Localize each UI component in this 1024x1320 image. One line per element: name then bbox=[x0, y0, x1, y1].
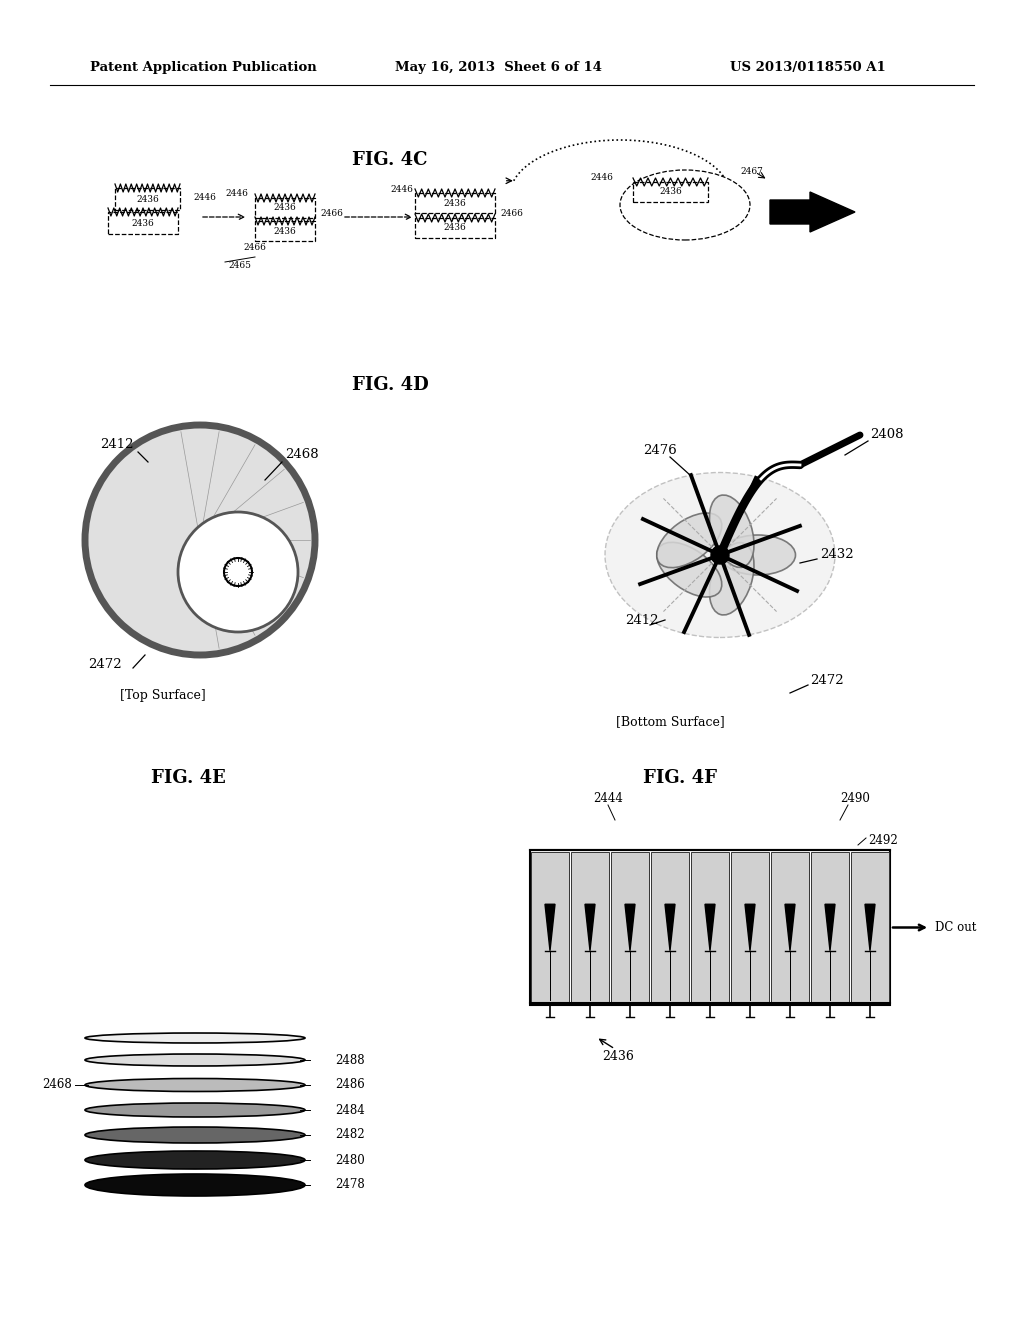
Text: FIG. 4F: FIG. 4F bbox=[643, 770, 717, 787]
Text: 2412: 2412 bbox=[625, 614, 658, 627]
Bar bbox=[731, 851, 769, 1003]
Text: 2484: 2484 bbox=[335, 1104, 365, 1117]
Text: 2436: 2436 bbox=[273, 227, 296, 235]
Text: 2465: 2465 bbox=[228, 260, 252, 269]
Text: [Bottom Surface]: [Bottom Surface] bbox=[615, 715, 724, 729]
Bar bbox=[531, 851, 569, 1003]
Text: 2432: 2432 bbox=[820, 549, 854, 561]
Bar bbox=[771, 851, 809, 1003]
Bar bbox=[651, 851, 689, 1003]
Text: 2446: 2446 bbox=[193, 194, 216, 202]
Text: 2446: 2446 bbox=[225, 190, 248, 198]
Text: 2488: 2488 bbox=[335, 1053, 365, 1067]
Bar bbox=[691, 851, 729, 1003]
Text: 2472: 2472 bbox=[810, 673, 844, 686]
Polygon shape bbox=[665, 904, 675, 950]
Text: May 16, 2013  Sheet 6 of 14: May 16, 2013 Sheet 6 of 14 bbox=[395, 62, 602, 74]
Bar bbox=[851, 851, 889, 1003]
Text: 2492: 2492 bbox=[868, 833, 898, 846]
Text: 2436: 2436 bbox=[443, 223, 466, 232]
Text: 2444: 2444 bbox=[593, 792, 623, 804]
Bar bbox=[571, 851, 609, 1003]
Text: 2467: 2467 bbox=[740, 168, 763, 177]
Text: 2436: 2436 bbox=[659, 187, 682, 197]
Circle shape bbox=[711, 546, 729, 564]
Text: 2408: 2408 bbox=[870, 429, 903, 441]
Ellipse shape bbox=[85, 1104, 305, 1117]
Polygon shape bbox=[865, 904, 874, 950]
Text: 2436: 2436 bbox=[443, 198, 466, 207]
Text: 2436: 2436 bbox=[132, 219, 155, 227]
Text: 2412: 2412 bbox=[100, 438, 133, 451]
Ellipse shape bbox=[85, 1053, 305, 1067]
Circle shape bbox=[85, 425, 315, 655]
Text: 2476: 2476 bbox=[643, 444, 677, 457]
Bar bbox=[255, 220, 315, 242]
Text: FIG. 4D: FIG. 4D bbox=[351, 376, 428, 393]
Bar bbox=[115, 187, 180, 210]
Text: US 2013/0118550 A1: US 2013/0118550 A1 bbox=[730, 62, 886, 74]
Ellipse shape bbox=[85, 1151, 305, 1170]
Ellipse shape bbox=[85, 1127, 305, 1143]
Text: 2482: 2482 bbox=[335, 1129, 365, 1142]
Text: 2466: 2466 bbox=[500, 209, 523, 218]
Ellipse shape bbox=[605, 473, 835, 638]
Text: DC out: DC out bbox=[935, 921, 976, 935]
Polygon shape bbox=[625, 904, 635, 950]
Text: 2468: 2468 bbox=[42, 1078, 72, 1092]
Polygon shape bbox=[770, 191, 855, 232]
Text: 2468: 2468 bbox=[285, 449, 318, 462]
Polygon shape bbox=[705, 904, 715, 950]
Ellipse shape bbox=[85, 1173, 305, 1196]
Text: 2466: 2466 bbox=[319, 210, 343, 219]
Bar bbox=[415, 218, 495, 238]
Ellipse shape bbox=[710, 543, 754, 615]
Polygon shape bbox=[585, 904, 595, 950]
Text: 2480: 2480 bbox=[335, 1154, 365, 1167]
Circle shape bbox=[224, 558, 252, 586]
Bar bbox=[811, 851, 849, 1003]
Text: 2486: 2486 bbox=[335, 1078, 365, 1092]
Bar bbox=[108, 213, 178, 234]
Polygon shape bbox=[785, 904, 795, 950]
Text: 2436: 2436 bbox=[602, 1051, 634, 1064]
Text: FIG. 4C: FIG. 4C bbox=[352, 150, 428, 169]
Text: 2446: 2446 bbox=[590, 173, 613, 182]
Bar bbox=[530, 850, 890, 1005]
Text: FIG. 4E: FIG. 4E bbox=[151, 770, 225, 787]
Polygon shape bbox=[745, 904, 755, 950]
Ellipse shape bbox=[721, 535, 796, 576]
Bar bbox=[611, 851, 649, 1003]
Text: [Top Surface]: [Top Surface] bbox=[120, 689, 206, 701]
Bar bbox=[415, 193, 495, 213]
Text: 2466: 2466 bbox=[244, 243, 266, 252]
Ellipse shape bbox=[85, 1034, 305, 1043]
Text: 2436: 2436 bbox=[136, 194, 159, 203]
Text: 2446: 2446 bbox=[390, 186, 413, 194]
Text: 2490: 2490 bbox=[840, 792, 870, 804]
Ellipse shape bbox=[656, 513, 722, 568]
Polygon shape bbox=[545, 904, 555, 950]
Bar bbox=[255, 198, 315, 218]
Bar bbox=[633, 182, 708, 202]
Text: 2436: 2436 bbox=[273, 203, 296, 213]
Text: 2472: 2472 bbox=[88, 659, 122, 672]
Ellipse shape bbox=[85, 1078, 305, 1092]
Text: 2478: 2478 bbox=[335, 1179, 365, 1192]
Text: Patent Application Publication: Patent Application Publication bbox=[90, 62, 316, 74]
Circle shape bbox=[178, 512, 298, 632]
Ellipse shape bbox=[656, 543, 722, 597]
Polygon shape bbox=[825, 904, 835, 950]
Ellipse shape bbox=[710, 495, 754, 568]
